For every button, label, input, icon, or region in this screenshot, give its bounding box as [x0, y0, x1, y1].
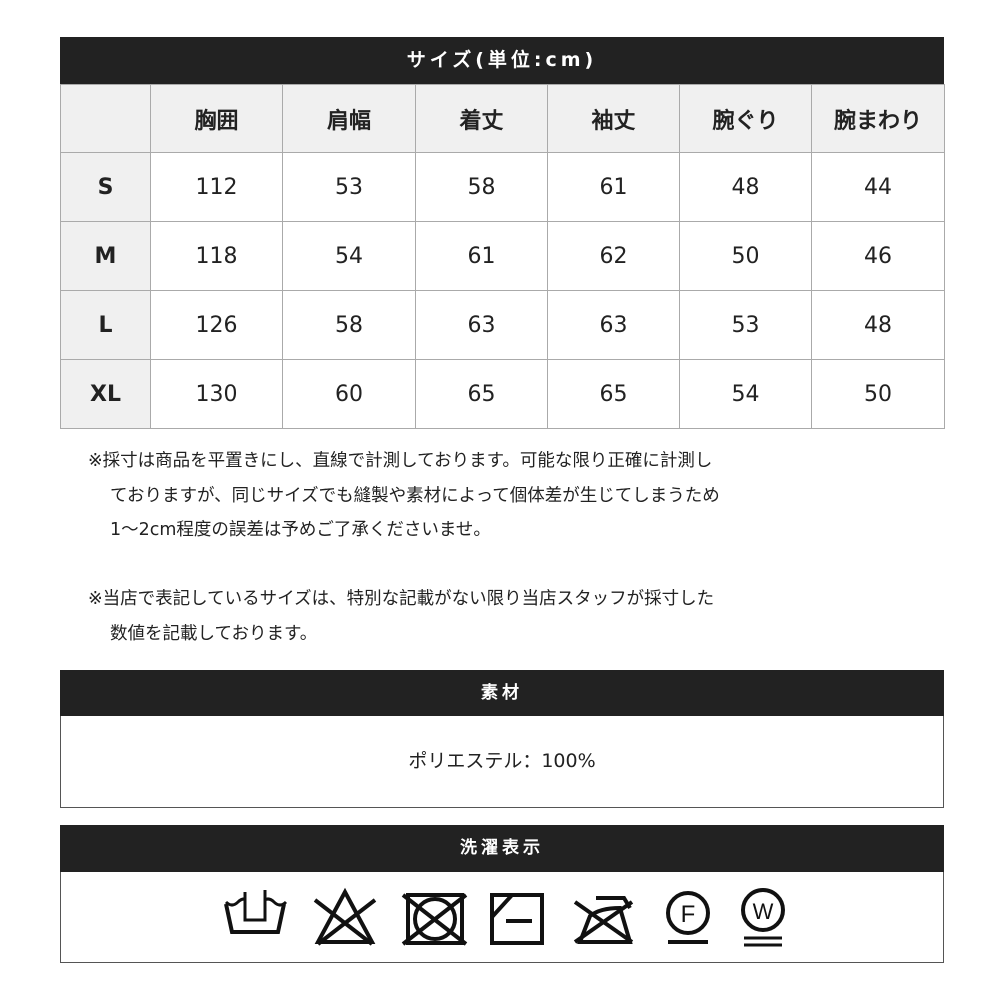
measurement-cell: 60 — [282, 359, 416, 429]
note-line: ※採寸は商品を平置きにし、直線で計測しております。可能な限り正確に計測し — [88, 451, 713, 471]
table-row: M 118 54 61 62 50 46 — [60, 221, 945, 291]
size-label: XL — [60, 359, 151, 429]
care-icons: F W — [224, 887, 785, 947]
table-row: XL 130 60 65 65 54 50 — [60, 359, 945, 429]
material-value: ポリエステル：100% — [408, 750, 596, 772]
measurement-cell: 48 — [811, 290, 945, 360]
measurement-cell: 63 — [547, 290, 680, 360]
header-cell: 着丈 — [415, 84, 548, 153]
size-table-title: サイズ(単位:cm) — [60, 37, 944, 84]
measurement-cell: 50 — [811, 359, 945, 429]
header-cell: 腕ぐり — [679, 84, 812, 153]
care-box — [60, 872, 944, 963]
measurement-cell: 65 — [547, 359, 680, 429]
header-cell — [60, 84, 151, 153]
svg-text:W: W — [753, 899, 774, 924]
measurement-cell: 53 — [282, 152, 416, 222]
measurement-cell: 62 — [547, 221, 680, 291]
note-line: 1～2cm程度の誤差は予めご了承くださいませ。 — [110, 520, 491, 540]
measurement-cell: 65 — [415, 359, 548, 429]
measurement-cell: 112 — [150, 152, 283, 222]
wet-clean-w-icon: W — [741, 888, 785, 947]
measurement-cell: 61 — [415, 221, 548, 291]
measurement-note: ※採寸は商品を平置きにし、直線で計測しております。可能な限り正確に計測し ており… — [88, 444, 720, 548]
measurement-cell: 126 — [150, 290, 283, 360]
note-line: ておりますが、同じサイズでも縫製や素材によって個体差が生じてしまうため — [110, 485, 720, 506]
measurement-cell: 50 — [679, 221, 812, 291]
no-tumble-dry-icon — [401, 893, 468, 946]
measurement-cell: 61 — [547, 152, 680, 222]
measurement-cell: 58 — [415, 152, 548, 222]
measurement-cell: 58 — [282, 290, 416, 360]
measurement-cell: 44 — [811, 152, 945, 222]
measurement-cell: 63 — [415, 290, 548, 360]
header-cell: 胸囲 — [150, 84, 283, 153]
measurement-cell: 118 — [150, 221, 283, 291]
size-label: L — [60, 290, 151, 360]
hand-wash-icon — [224, 890, 288, 934]
no-bleach-icon — [313, 887, 377, 946]
size-label: S — [60, 152, 151, 222]
note-line: 数値を記載しております。 — [110, 623, 318, 644]
table-row: S 112 53 58 61 48 44 — [60, 152, 945, 222]
measurement-cell: 54 — [282, 221, 416, 291]
header-cell: 腕まわり — [811, 84, 945, 153]
table-header-row: 胸囲 肩幅 着丈 袖丈 腕ぐり 腕まわり — [60, 84, 945, 153]
measurement-cell: 54 — [679, 359, 812, 429]
line-dry-shade-icon — [490, 893, 544, 945]
material-title: 素材 — [60, 670, 944, 716]
measurement-cell: 53 — [679, 290, 812, 360]
material-box: ポリエステル：100% — [60, 716, 944, 808]
header-cell: 袖丈 — [547, 84, 680, 153]
measurement-cell: 48 — [679, 152, 812, 222]
no-iron-icon — [573, 896, 634, 944]
table-row: L 126 58 63 63 53 48 — [60, 290, 945, 360]
care-title: 洗濯表示 — [60, 825, 944, 872]
size-label: M — [60, 221, 151, 291]
measurement-cell: 46 — [811, 221, 945, 291]
measurement-cell: 130 — [150, 359, 283, 429]
size-note: ※当店で表記しているサイズは、特別な記載がない限り当店スタッフが採寸した 数値を… — [88, 582, 714, 651]
svg-text:F: F — [681, 901, 696, 928]
dry-clean-f-icon: F — [666, 891, 710, 944]
header-cell: 肩幅 — [282, 84, 416, 153]
size-table: 胸囲 肩幅 着丈 袖丈 腕ぐり 腕まわり S 112 53 58 61 48 44 M 118 5… — [60, 84, 945, 429]
note-line: ※当店で表記しているサイズは、特別な記載がない限り当店スタッフが採寸した — [88, 589, 715, 609]
